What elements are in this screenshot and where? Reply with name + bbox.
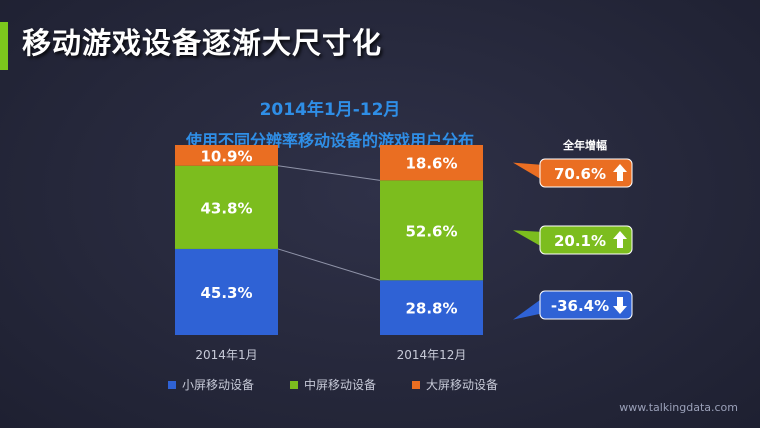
arrow-up-icon: [613, 164, 627, 181]
title-accent-bar: [0, 22, 8, 70]
bar-segment-medium-1: [380, 180, 483, 281]
connector-line: [277, 165, 381, 181]
bar-segment-medium-0: [175, 165, 278, 249]
x-tick-label: 2014年12月: [397, 348, 467, 362]
legend-swatch-small: [168, 380, 176, 389]
chart-subtitle-period: 2014年1月-12月: [259, 100, 401, 120]
legend-swatch-medium: [290, 380, 299, 389]
legend-label-large: 大屏移动设备: [426, 378, 499, 392]
bar-value-label: 45.3%: [200, 284, 252, 302]
bar-value-label: 43.8%: [200, 199, 252, 217]
growth-value-label: 70.6%: [554, 165, 606, 183]
legend-label-medium: 中屏移动设备: [304, 378, 377, 392]
chart-legend: 小屏移动设备 中屏移动设备 大屏移动设备: [168, 376, 498, 393]
bar-segment-large-0: [175, 145, 278, 166]
bar-segment-large-1: [380, 145, 483, 181]
legend-item-small: 小屏移动设备: [168, 376, 254, 393]
bar-value-label: 28.8%: [405, 300, 457, 318]
watermark: www.talkingdata.com: [619, 401, 738, 414]
growth-header: 全年增幅: [563, 139, 607, 152]
callout-pointer: [513, 297, 544, 320]
arrow-up-icon: [613, 231, 627, 248]
arrow-down-icon: [613, 297, 627, 314]
growth-value-label: -36.4%: [551, 297, 609, 315]
legend-label-small: 小屏移动设备: [182, 378, 255, 392]
bar-value-label: 52.6%: [405, 222, 457, 240]
growth-value-label: 20.1%: [554, 232, 606, 250]
legend-item-large: 大屏移动设备: [412, 376, 498, 393]
growth-callout-box: [539, 225, 633, 255]
bar-segment-small-0: [175, 248, 278, 335]
bar-value-label: 18.6%: [405, 155, 457, 173]
legend-swatch-large: [412, 380, 421, 389]
bar-value-label: 10.9%: [200, 147, 252, 165]
connector-line: [277, 248, 381, 281]
bar-segment-small-1: [380, 280, 483, 335]
callout-pointer: [513, 162, 544, 181]
x-tick-label: 2014年1月: [195, 348, 257, 362]
growth-callout-box: [539, 158, 633, 188]
callout-pointer: [513, 230, 544, 248]
legend-item-medium: 中屏移动设备: [290, 376, 376, 393]
growth-callout-box: [539, 290, 633, 320]
slide-title: 移动游戏设备逐渐大尺寸化: [22, 26, 383, 60]
